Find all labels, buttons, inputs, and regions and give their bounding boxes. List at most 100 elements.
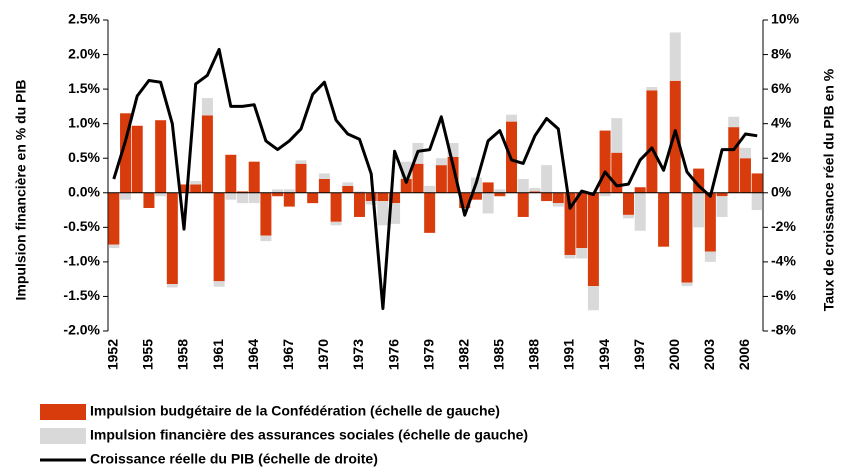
bar xyxy=(260,235,272,242)
x-tick-label: 1994 xyxy=(596,339,612,370)
bar xyxy=(307,192,319,204)
y-tick-label: -0.5% xyxy=(63,218,100,234)
bar xyxy=(412,163,424,193)
bar xyxy=(365,201,377,205)
bar xyxy=(634,192,646,231)
bar xyxy=(541,192,553,202)
x-tick-label: 1991 xyxy=(561,339,577,370)
x-tick-label: 2003 xyxy=(701,339,717,370)
bar xyxy=(155,192,167,197)
bar xyxy=(646,90,658,193)
bar xyxy=(318,178,330,193)
bar xyxy=(529,191,541,193)
y-tick-label: -1.0% xyxy=(63,253,100,269)
bar xyxy=(564,254,576,259)
bar xyxy=(213,192,225,282)
bar xyxy=(201,98,213,116)
bar xyxy=(190,181,202,185)
bar xyxy=(587,286,599,311)
bar xyxy=(237,191,249,193)
bar xyxy=(564,192,576,255)
bar xyxy=(716,192,728,197)
bar xyxy=(728,116,740,128)
bar xyxy=(283,192,295,207)
bar xyxy=(120,113,132,193)
bar xyxy=(693,168,705,193)
bar xyxy=(400,178,412,193)
bar xyxy=(693,192,705,228)
bar xyxy=(517,178,529,193)
x-tick-label: 2006 xyxy=(736,339,752,370)
x-tick-label: 1988 xyxy=(526,339,542,370)
bar xyxy=(611,118,623,153)
y-tick-label: 2.5% xyxy=(68,11,100,27)
bar xyxy=(669,32,681,81)
bar xyxy=(622,192,634,215)
bar xyxy=(739,158,751,193)
bar xyxy=(529,187,541,192)
y2-tick-label: 2% xyxy=(771,149,792,165)
bar xyxy=(213,281,225,287)
bar xyxy=(587,192,599,287)
bar xyxy=(681,192,693,283)
bar xyxy=(166,192,178,285)
bar xyxy=(120,192,132,200)
line xyxy=(112,47,758,310)
bar xyxy=(225,192,237,200)
bar xyxy=(751,173,763,193)
bar xyxy=(576,192,588,249)
x-tick-label: 1964 xyxy=(245,339,261,370)
bar xyxy=(599,130,611,193)
bar xyxy=(108,244,120,249)
bar xyxy=(377,201,389,226)
y2-tick-label: -2% xyxy=(771,218,796,234)
y2-tick-label: -8% xyxy=(771,322,796,338)
bar xyxy=(541,165,553,193)
y-tick-label: -2.0% xyxy=(63,322,100,338)
legend-label: Croissance réelle du PIB (échelle de dro… xyxy=(90,451,378,467)
bar xyxy=(353,191,365,193)
bar xyxy=(108,192,120,245)
bar xyxy=(330,221,342,226)
bar xyxy=(552,192,564,204)
legend-swatch xyxy=(40,404,86,420)
bar xyxy=(704,192,716,252)
bar xyxy=(237,192,249,204)
bar xyxy=(728,127,740,193)
y-tick-label: 1.5% xyxy=(68,80,100,96)
bar xyxy=(576,248,588,259)
bar xyxy=(424,192,436,233)
bar xyxy=(143,192,155,208)
x-tick-label: 1970 xyxy=(315,339,331,370)
y-tick-label: 1.0% xyxy=(68,114,100,130)
y2-tick-label: 0% xyxy=(771,183,792,199)
bar xyxy=(131,125,143,193)
bar xyxy=(634,187,646,193)
bar xyxy=(400,161,412,179)
bar xyxy=(646,87,658,91)
x-tick-label: 1982 xyxy=(455,339,471,370)
bar xyxy=(704,251,716,262)
x-tick-label: 2000 xyxy=(666,339,682,370)
bar xyxy=(330,192,342,222)
bar xyxy=(272,189,284,193)
bar xyxy=(318,173,330,179)
bar xyxy=(599,192,611,197)
x-tick-label: 1985 xyxy=(491,339,507,370)
x-tick-label: 1979 xyxy=(420,339,436,370)
bar xyxy=(622,214,634,219)
bar xyxy=(248,192,260,204)
x-tick-label: 1952 xyxy=(105,339,121,370)
y-tick-label: 0.0% xyxy=(68,183,100,199)
y2-tick-label: 10% xyxy=(771,11,800,27)
bar xyxy=(424,185,436,193)
bar xyxy=(435,158,447,166)
bar xyxy=(365,192,377,202)
bar xyxy=(517,192,529,217)
x-tick-label: 1973 xyxy=(350,339,366,370)
bar xyxy=(506,114,518,122)
y-tick-label: 0.5% xyxy=(68,149,100,165)
bar xyxy=(295,163,307,193)
y-tick-label: -1.5% xyxy=(63,287,100,303)
